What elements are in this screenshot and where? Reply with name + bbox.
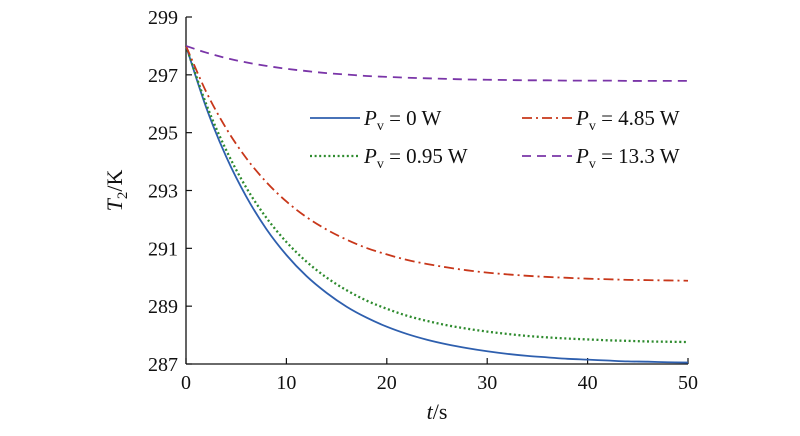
legend-entry-0: Pv = 0 W <box>310 106 442 134</box>
axes: 287 289 291 293 295 297 299 0 10 20 30 40 50 <box>148 7 698 394</box>
legend-entry-2: Pv = 4.85 W <box>522 106 680 134</box>
y-tick-label: 299 <box>148 7 178 29</box>
legend-subscript: v <box>377 119 384 134</box>
x-axis-unit: /s <box>433 399 448 424</box>
legend-label-3: Pv = 13.3 W <box>575 144 680 172</box>
legend-entry-3: Pv = 13.3 W <box>522 144 680 172</box>
legend-label-2: Pv = 4.85 W <box>575 106 680 134</box>
legend-subscript: v <box>589 157 596 172</box>
series-line-3 <box>185 45 688 82</box>
series-line-0 <box>185 45 689 364</box>
x-axis-title: t/s <box>427 399 448 424</box>
x-tick-label: 0 <box>181 372 191 394</box>
x-axis-symbol: t <box>427 399 434 424</box>
y-tick-label: 295 <box>148 123 178 145</box>
legend-subscript: v <box>377 157 384 172</box>
legend-value: = 0 W <box>384 106 442 130</box>
x-tick-label: 20 <box>377 372 397 394</box>
series-line-1 <box>184 45 689 344</box>
y-tick-label: 297 <box>148 65 178 87</box>
legend-label-1: Pv = 0.95 W <box>363 144 468 172</box>
y-axis-title: T2/K <box>102 170 131 212</box>
legend-value: = 0.95 W <box>384 144 468 168</box>
y-tick-label: 293 <box>148 181 178 203</box>
legend-symbol: P <box>575 144 589 168</box>
y-tick-label: 291 <box>148 238 178 260</box>
legend-entry-1: Pv = 0.95 W <box>310 144 468 172</box>
y-tick-label: 289 <box>148 296 178 318</box>
legend-symbol: P <box>363 144 377 168</box>
legend-subscript: v <box>589 119 596 134</box>
series-lines <box>184 45 689 364</box>
y-axis-unit: /K <box>102 170 127 192</box>
x-tick-label: 50 <box>678 372 698 394</box>
legend-value: = 4.85 W <box>596 106 680 130</box>
y-axis-symbol: T <box>102 197 127 211</box>
axis-labels: t/s T2/K <box>102 170 447 424</box>
x-tick-label: 10 <box>276 372 296 394</box>
legend-symbol: P <box>363 106 377 130</box>
series-line-2 <box>185 45 689 282</box>
legend-symbol: P <box>575 106 589 130</box>
legend: Pv = 0 W Pv = 4.85 WPv = 0.95 W Pv = 13.3 … <box>310 106 680 172</box>
y-axis-subscript: 2 <box>115 192 131 200</box>
legend-label-0: Pv = 0 W <box>363 106 442 134</box>
x-tick-label: 30 <box>477 372 497 394</box>
legend-value: = 13.3 W <box>596 144 680 168</box>
y-tick-label: 287 <box>148 354 178 376</box>
x-tick-label: 40 <box>578 372 598 394</box>
